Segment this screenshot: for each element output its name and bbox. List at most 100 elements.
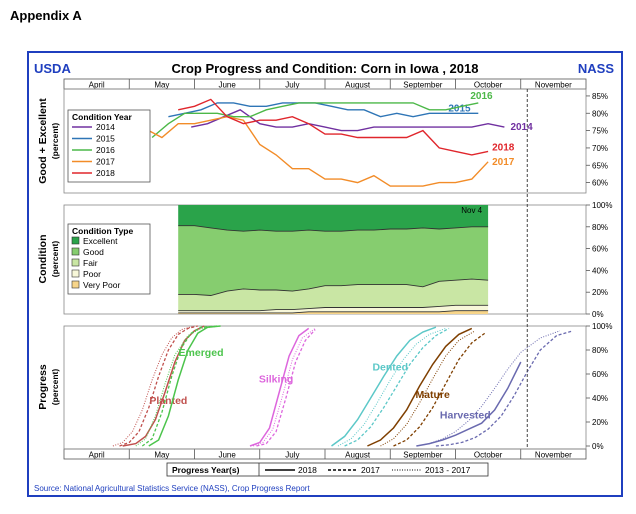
bottom-ytick-label: 100%: [592, 322, 612, 331]
progress-stage-silking: Silking: [249, 327, 316, 447]
header-title: Crop Progress and Condition: Corn in Iow…: [172, 61, 479, 76]
progress-2017-line: [141, 325, 218, 447]
progress-2017-line: [393, 332, 486, 447]
middle-ytick-label: 0%: [592, 310, 604, 319]
legend-label-2015: 2015: [96, 134, 115, 144]
legend-label-2016: 2016: [96, 145, 115, 155]
condition-boundary-line: [178, 225, 489, 232]
top-ylabel-unit: (percent): [50, 123, 60, 160]
condition-end-label-2017: 2017: [492, 157, 515, 168]
top-month-label: May: [154, 81, 169, 90]
legend-label-type: Fair: [83, 258, 98, 268]
middle-ylabel-unit: (percent): [50, 241, 60, 278]
source-note: Source: National Agricultural Statistics…: [34, 484, 310, 493]
progress-2017-line: [435, 330, 574, 447]
bottom-panel-frame: [63, 325, 587, 450]
progress-stage-emerged: Emerged: [135, 325, 224, 447]
legend-label-type: Excellent: [83, 236, 118, 246]
legend-swatch-type: [71, 269, 80, 278]
top-panel-frame: [63, 88, 587, 194]
bottom-month-label: August: [345, 451, 371, 460]
condition-line-2017: [148, 115, 489, 187]
progress-2017-line: [344, 327, 450, 447]
condition-type-legend-title: Condition Type: [72, 226, 133, 236]
condition-boundary-line: [178, 278, 489, 296]
condition-end-label-2016: 2016: [470, 91, 493, 102]
top-month-label: October: [474, 81, 503, 90]
legend-label-type: Poor: [83, 269, 101, 279]
progress-label-silking: Silking: [259, 373, 293, 385]
middle-ytick-label: 100%: [592, 201, 612, 210]
condition-line-2014: [191, 109, 505, 132]
legend-label-type: Very Poor: [83, 280, 120, 290]
progress-legend-box: [166, 462, 489, 477]
progress-2017-line: [256, 329, 316, 447]
progress-5yr-line: [416, 330, 561, 447]
middle-ylabel: Condition: [37, 235, 49, 284]
bottom-ytick-label: 20%: [592, 418, 608, 427]
area-good: [178, 225, 489, 296]
bottom-month-label: June: [218, 451, 236, 460]
condition-line-2018: [178, 98, 489, 156]
top-ytick-label: 80%: [592, 109, 608, 118]
legend-swatch-type: [71, 280, 80, 289]
progress-stage-harvested: Harvested: [416, 330, 574, 447]
condition-end-label-2014: 2014: [510, 122, 533, 133]
condition-year-legend-box: [67, 109, 151, 183]
progress-label-planted: Planted: [149, 395, 187, 407]
legend-swatch-type: [71, 236, 80, 245]
middle-ytick-label: 20%: [592, 288, 608, 297]
top-month-label: September: [403, 81, 442, 90]
top-month-label: November: [535, 81, 572, 90]
progress-label-harvested: Harvested: [440, 409, 491, 421]
area-excellent: [178, 205, 489, 232]
bottom-ytick-label: 40%: [592, 394, 608, 403]
top-ytick-label: 60%: [592, 179, 608, 188]
bottom-month-label: May: [154, 451, 169, 460]
top-ytick-label: 85%: [592, 92, 608, 101]
top-month-label: April: [89, 81, 105, 90]
progress-2018-line: [416, 361, 522, 447]
progress-5yr-line: [112, 325, 195, 447]
bottom-month-label: November: [535, 451, 572, 460]
middle-ytick-label: 60%: [592, 245, 608, 254]
condition-boundary-line: [178, 310, 489, 314]
progress-legend-label-2017: 2017: [361, 465, 380, 475]
bottom-ylabel-unit: (percent): [50, 369, 60, 406]
legend-label-2017: 2017: [96, 157, 115, 167]
bottom-month-label: October: [474, 451, 503, 460]
bottom-ytick-label: 0%: [592, 442, 604, 451]
progress-legend-title: Progress Year(s): [172, 465, 240, 475]
progress-5yr-line: [380, 330, 476, 447]
bottom-month-label: July: [285, 451, 299, 460]
header-usda: USDA: [34, 61, 71, 76]
header-nass: NASS: [578, 61, 614, 76]
bottom-month-label: September: [403, 451, 442, 460]
legend-swatch-type: [71, 247, 80, 256]
progress-2017-line: [119, 325, 198, 447]
area-fair: [178, 279, 489, 311]
condition-boundary-line: [178, 304, 489, 312]
bottom-ytick-label: 60%: [592, 370, 608, 379]
middle-ytick-label: 80%: [592, 223, 608, 232]
progress-2018-line: [249, 327, 310, 447]
legend-label-2014: 2014: [96, 122, 115, 132]
progress-label-mature: Mature: [415, 389, 450, 401]
top-ylabel: Good + Excellent: [37, 98, 49, 184]
top-ytick-label: 70%: [592, 144, 608, 153]
progress-5yr-line: [337, 327, 446, 447]
legend-label-2018: 2018: [96, 168, 115, 178]
progress-legend-label-2018: 2018: [298, 465, 317, 475]
progress-5yr-line: [253, 327, 316, 447]
progress-2018-line: [148, 325, 221, 447]
top-ytick-label: 75%: [592, 127, 608, 136]
progress-year-legend: Progress Year(s) 2018 2017 2013 - 2017: [166, 462, 489, 477]
top-ytick-label: 65%: [592, 161, 608, 170]
top-month-label: July: [285, 81, 299, 90]
progress-label-emerged: Emerged: [179, 347, 224, 359]
progress-legend-label-5yr: 2013 - 2017: [425, 465, 471, 475]
condition-type-legend: Condition TypeExcellentGoodFairPoorVery …: [67, 223, 151, 295]
condition-end-label-2015: 2015: [448, 103, 471, 114]
condition-year-legend-title: Condition Year: [72, 112, 133, 122]
